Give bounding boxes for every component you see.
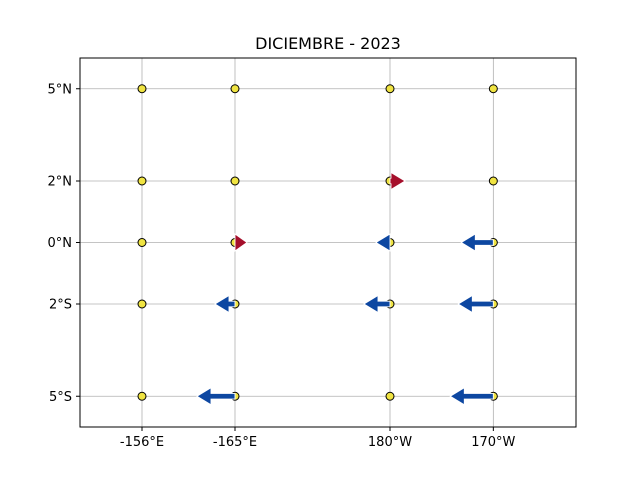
station-marker (385, 391, 395, 401)
eastward-vector-arrow (234, 233, 248, 252)
y-tick-label: 5°S (49, 390, 72, 405)
current-vectors (196, 171, 494, 406)
x-tick-label: -156°E (120, 435, 164, 450)
station-marker (137, 238, 147, 247)
x-tick-label: 170°W (471, 435, 515, 450)
station-marker (137, 391, 147, 401)
y-tick-label: 2°N (48, 175, 73, 190)
axis-ticks: -156°E -165°E 180°W 170°W 5°N 2°N 0°N 2°S 5°S (48, 82, 516, 450)
station-marker (230, 176, 240, 186)
station-marker (488, 84, 498, 94)
station-marker (385, 84, 395, 94)
x-tick-label: -165°E (213, 435, 257, 450)
westward-vector-arrow (363, 294, 391, 314)
grid-lines (80, 58, 576, 427)
y-tick-label: 0°N (48, 236, 73, 251)
westward-vector-arrow (375, 233, 391, 252)
station-marker (137, 176, 147, 186)
westward-vector-arrow (457, 294, 494, 314)
chart-title: DICIEMBRE - 2023 (255, 34, 401, 53)
eastward-vector-arrow (389, 171, 406, 191)
westward-vector-arrow (196, 387, 236, 406)
station-marker (137, 299, 147, 309)
westward-vector-arrow (460, 233, 494, 252)
y-tick-label: 5°N (48, 82, 73, 97)
station-marker (488, 176, 498, 186)
y-tick-label: 2°S (49, 298, 72, 313)
station-marker (230, 84, 240, 94)
plot-frame (79, 57, 577, 428)
station-marker (137, 84, 147, 94)
westward-vector-arrow (449, 387, 494, 406)
x-tick-label: 180°W (368, 435, 412, 450)
westward-vector-arrow (214, 294, 236, 314)
